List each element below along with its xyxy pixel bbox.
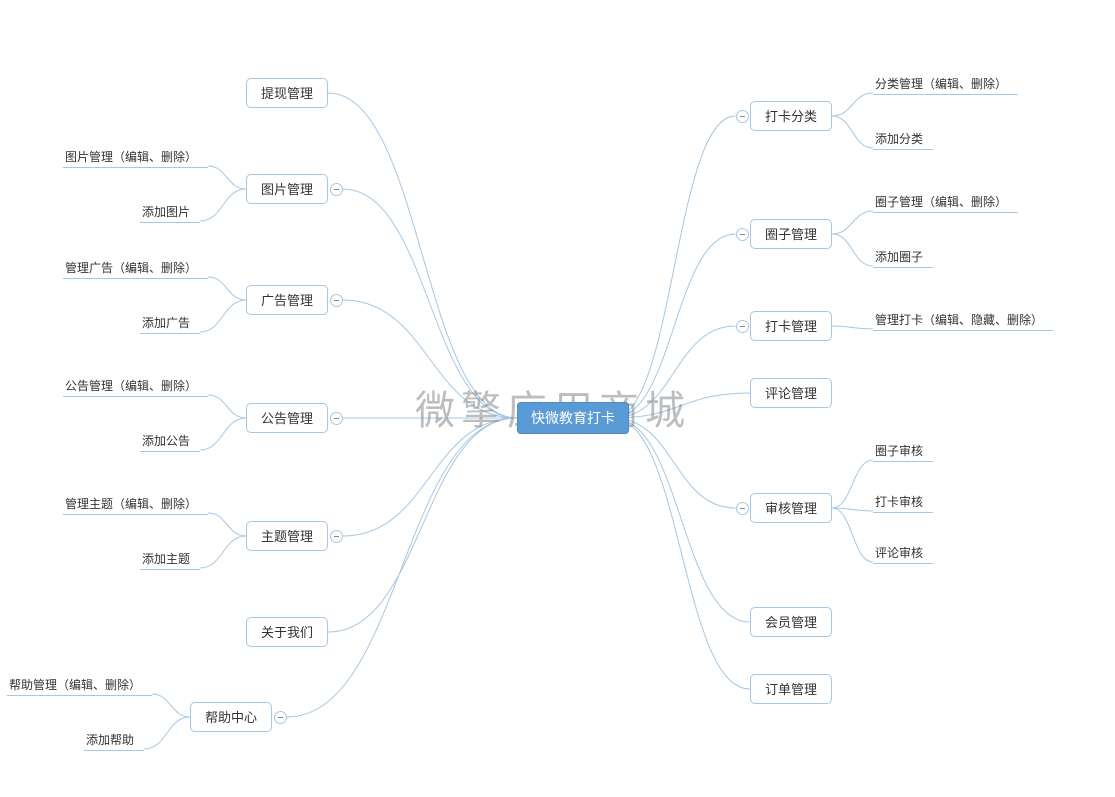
leaf-ad-manage[interactable]: 管理广告（编辑、删除）	[63, 261, 208, 279]
branch-help[interactable]: 帮助中心	[190, 702, 272, 732]
leaf-circle-add[interactable]: 添加圈子	[873, 250, 933, 268]
leaf-notice-add[interactable]: 添加公告	[140, 434, 200, 452]
toggle-checkin[interactable]	[736, 320, 749, 333]
leaf-img-manage[interactable]: 图片管理（编辑、删除）	[63, 150, 208, 168]
leaf-img-add[interactable]: 添加图片	[140, 205, 200, 223]
toggle-images[interactable]	[330, 183, 343, 196]
toggle-circle[interactable]	[736, 228, 749, 241]
branch-ads[interactable]: 广告管理	[246, 285, 328, 315]
toggle-ads[interactable]	[330, 294, 343, 307]
toggle-audit[interactable]	[736, 502, 749, 515]
branch-notice[interactable]: 公告管理	[246, 403, 328, 433]
branch-images[interactable]: 图片管理	[246, 174, 328, 204]
leaf-cat-manage[interactable]: 分类管理（编辑、删除）	[873, 77, 1018, 95]
leaf-audit-comment[interactable]: 评论审核	[873, 546, 933, 564]
leaf-audit-checkin[interactable]: 打卡审核	[873, 495, 933, 513]
branch-checkin-cat[interactable]: 打卡分类	[750, 101, 832, 131]
branch-withdraw[interactable]: 提现管理	[246, 78, 328, 108]
leaf-theme-manage[interactable]: 管理主题（编辑、删除）	[63, 497, 208, 515]
branch-comment[interactable]: 评论管理	[750, 378, 832, 408]
leaf-circle-manage[interactable]: 圈子管理（编辑、删除）	[873, 195, 1018, 213]
mindmap-canvas: 微擎应用商城 快微教育打卡提现管理图片管理图片管理（编辑、删除）添加图片广告管理…	[0, 0, 1115, 797]
branch-audit[interactable]: 审核管理	[750, 493, 832, 523]
leaf-ad-add[interactable]: 添加广告	[140, 316, 200, 334]
leaf-cat-add[interactable]: 添加分类	[873, 132, 933, 150]
branch-circle[interactable]: 圈子管理	[750, 219, 832, 249]
leaf-help-add[interactable]: 添加帮助	[84, 733, 144, 751]
toggle-checkin-cat[interactable]	[736, 110, 749, 123]
branch-member[interactable]: 会员管理	[750, 607, 832, 637]
leaf-help-manage[interactable]: 帮助管理（编辑、删除）	[7, 678, 152, 696]
toggle-notice[interactable]	[330, 412, 343, 425]
toggle-help[interactable]	[274, 711, 287, 724]
leaf-theme-add[interactable]: 添加主题	[140, 552, 200, 570]
root-node[interactable]: 快微教育打卡	[517, 402, 629, 434]
branch-theme[interactable]: 主题管理	[246, 521, 328, 551]
leaf-checkin-manage[interactable]: 管理打卡（编辑、隐藏、删除）	[873, 313, 1053, 331]
branch-about[interactable]: 关于我们	[246, 617, 328, 647]
branch-checkin[interactable]: 打卡管理	[750, 311, 832, 341]
connectors-layer	[0, 0, 1115, 797]
branch-order[interactable]: 订单管理	[750, 674, 832, 704]
leaf-audit-circle[interactable]: 圈子审核	[873, 444, 933, 462]
toggle-theme[interactable]	[330, 530, 343, 543]
leaf-notice-manage[interactable]: 公告管理（编辑、删除）	[63, 379, 208, 397]
